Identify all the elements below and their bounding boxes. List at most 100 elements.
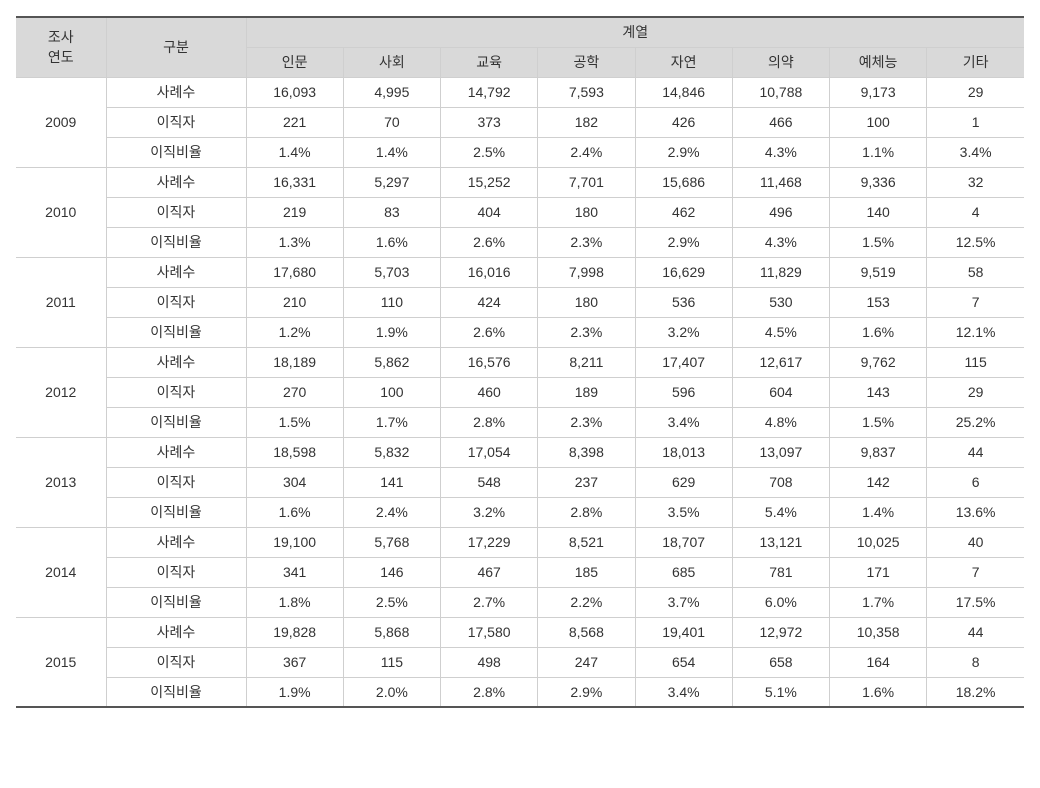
data-cell: 1.7% (830, 587, 927, 617)
data-cell: 2.5% (441, 137, 538, 167)
table-row: 이직자3671154982476546581648 (16, 647, 1024, 677)
data-cell: 5,703 (343, 257, 440, 287)
row-label: 이직자 (106, 287, 246, 317)
table-row: 2015사례수19,8285,86817,5808,56819,40112,97… (16, 617, 1024, 647)
table-row: 이직비율1.5%1.7%2.8%2.3%3.4%4.8%1.5%25.2% (16, 407, 1024, 437)
data-cell: 270 (246, 377, 343, 407)
data-cell: 16,576 (441, 347, 538, 377)
data-cell: 18,598 (246, 437, 343, 467)
data-cell: 110 (343, 287, 440, 317)
row-label: 이직비율 (106, 227, 246, 257)
data-cell: 12.5% (927, 227, 1024, 257)
data-cell: 12,972 (732, 617, 829, 647)
data-cell: 2.2% (538, 587, 635, 617)
year-cell: 2010 (16, 167, 106, 257)
data-cell: 153 (830, 287, 927, 317)
table-row: 이직자221703731824264661001 (16, 107, 1024, 137)
data-cell: 141 (343, 467, 440, 497)
data-cell: 15,686 (635, 167, 732, 197)
data-cell: 19,100 (246, 527, 343, 557)
data-cell: 1.3% (246, 227, 343, 257)
data-cell: 16,016 (441, 257, 538, 287)
data-cell: 7,593 (538, 77, 635, 107)
header-col-7: 기타 (927, 47, 1024, 77)
data-cell: 2.5% (343, 587, 440, 617)
data-cell: 100 (343, 377, 440, 407)
data-cell: 9,336 (830, 167, 927, 197)
row-label: 이직자 (106, 197, 246, 227)
data-cell: 9,762 (830, 347, 927, 377)
table-row: 2013사례수18,5985,83217,0548,39818,01313,09… (16, 437, 1024, 467)
row-label: 이직비율 (106, 407, 246, 437)
data-cell: 171 (830, 557, 927, 587)
row-label: 이직자 (106, 557, 246, 587)
data-cell: 604 (732, 377, 829, 407)
data-cell: 4.5% (732, 317, 829, 347)
table-row: 2012사례수18,1895,86216,5768,21117,40712,61… (16, 347, 1024, 377)
data-cell: 16,331 (246, 167, 343, 197)
data-cell: 498 (441, 647, 538, 677)
data-cell: 4.3% (732, 227, 829, 257)
data-cell: 237 (538, 467, 635, 497)
data-cell: 3.7% (635, 587, 732, 617)
data-cell: 2.3% (538, 407, 635, 437)
data-cell: 115 (927, 347, 1024, 377)
data-cell: 530 (732, 287, 829, 317)
data-cell: 5,868 (343, 617, 440, 647)
data-cell: 8,568 (538, 617, 635, 647)
data-cell: 466 (732, 107, 829, 137)
data-cell: 13,097 (732, 437, 829, 467)
data-cell: 221 (246, 107, 343, 137)
data-cell: 140 (830, 197, 927, 227)
table-row: 이직자2101104241805365301537 (16, 287, 1024, 317)
data-cell: 5,297 (343, 167, 440, 197)
data-cell: 40 (927, 527, 1024, 557)
data-cell: 460 (441, 377, 538, 407)
data-cell: 18.2% (927, 677, 1024, 707)
data-cell: 5,862 (343, 347, 440, 377)
data-cell: 182 (538, 107, 635, 137)
data-cell: 13,121 (732, 527, 829, 557)
data-cell: 44 (927, 617, 1024, 647)
data-cell: 4.3% (732, 137, 829, 167)
data-cell: 180 (538, 287, 635, 317)
data-cell: 1.6% (343, 227, 440, 257)
data-cell: 7,701 (538, 167, 635, 197)
year-cell: 2011 (16, 257, 106, 347)
year-cell: 2012 (16, 347, 106, 437)
data-cell: 18,189 (246, 347, 343, 377)
data-cell: 462 (635, 197, 732, 227)
table-row: 이직비율1.2%1.9%2.6%2.3%3.2%4.5%1.6%12.1% (16, 317, 1024, 347)
data-cell: 5,768 (343, 527, 440, 557)
header-group: 계열 (246, 17, 1024, 47)
table-row: 2009사례수16,0934,99514,7927,59314,84610,78… (16, 77, 1024, 107)
data-cell: 373 (441, 107, 538, 137)
data-cell: 596 (635, 377, 732, 407)
data-cell: 1.1% (830, 137, 927, 167)
year-cell: 2013 (16, 437, 106, 527)
data-cell: 12.1% (927, 317, 1024, 347)
data-cell: 19,401 (635, 617, 732, 647)
data-cell: 1.5% (830, 227, 927, 257)
row-label: 사례수 (106, 437, 246, 467)
table-row: 이직비율1.8%2.5%2.7%2.2%3.7%6.0%1.7%17.5% (16, 587, 1024, 617)
data-cell: 496 (732, 197, 829, 227)
year-cell: 2014 (16, 527, 106, 617)
row-label: 사례수 (106, 527, 246, 557)
data-cell: 8 (927, 647, 1024, 677)
data-cell: 4 (927, 197, 1024, 227)
data-cell: 1.9% (343, 317, 440, 347)
header-col-3: 공학 (538, 47, 635, 77)
data-cell: 19,828 (246, 617, 343, 647)
data-cell: 404 (441, 197, 538, 227)
table-row: 이직자3041415482376297081426 (16, 467, 1024, 497)
data-cell: 8,521 (538, 527, 635, 557)
table-row: 이직비율1.4%1.4%2.5%2.4%2.9%4.3%1.1%3.4% (16, 137, 1024, 167)
data-cell: 25.2% (927, 407, 1024, 437)
data-cell: 341 (246, 557, 343, 587)
row-label: 사례수 (106, 257, 246, 287)
row-label: 이직비율 (106, 587, 246, 617)
data-cell: 1.4% (830, 497, 927, 527)
data-cell: 629 (635, 467, 732, 497)
data-cell: 6.0% (732, 587, 829, 617)
